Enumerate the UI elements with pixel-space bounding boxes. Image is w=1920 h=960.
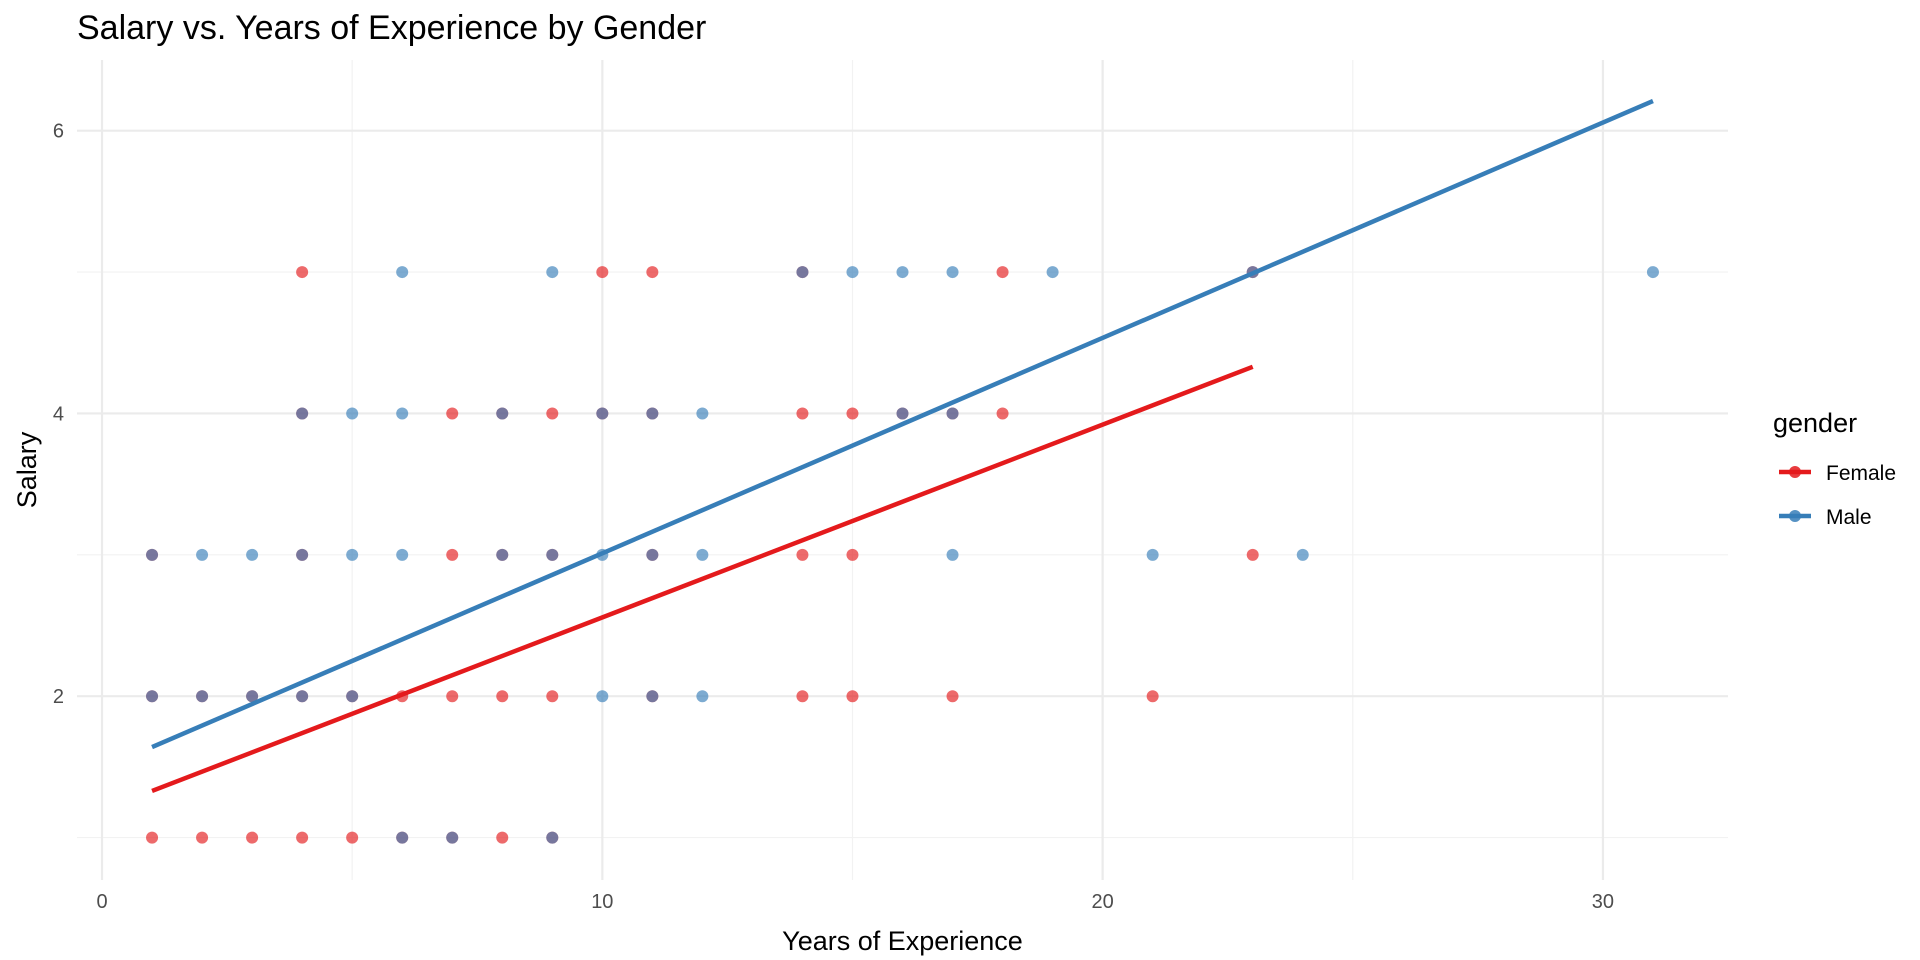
data-point-male [696,548,709,561]
data-point-male [696,407,709,420]
y-tick-label: 4 [53,403,64,425]
data-point-male [796,266,809,279]
data-point-female [996,407,1009,420]
data-point-male [896,407,909,420]
grid-lines [77,60,1728,880]
data-point-male [196,548,209,561]
data-point-female [796,548,809,561]
data-point-male [896,266,909,279]
data-point-female [496,690,509,703]
data-point-female [446,407,459,420]
x-axis-title: Years of Experience [782,926,1023,956]
data-point-male [1046,266,1059,279]
trend-line-male [151,98,1654,750]
data-point-male [946,548,959,561]
data-point-female [196,831,209,844]
data-point-male [546,548,559,561]
data-point-female [446,690,459,703]
data-point-male [596,407,609,420]
data-point-female [246,831,259,844]
data-point-male [296,548,309,561]
trend-line-female [151,364,1254,794]
data-point-male [596,690,609,703]
data-point-female [546,690,559,703]
data-point-female [546,407,559,420]
data-point-male [396,831,409,844]
data-point-male [546,266,559,279]
data-point-male [296,407,309,420]
legend-label-female: Female [1826,462,1896,485]
data-point-male [1146,548,1159,561]
data-point-male [346,690,359,703]
data-point-female [796,690,809,703]
data-point-male [146,690,159,703]
legend-key-point [1789,510,1801,522]
data-point-male [1296,548,1309,561]
data-point-male [396,266,409,279]
data-point-male [246,690,259,703]
data-point-female [1146,690,1159,703]
legend-key-point [1789,466,1801,478]
y-tick-label: 2 [53,686,64,708]
x-tick-label: 0 [96,891,107,913]
data-point-female [996,266,1009,279]
data-point-female [846,548,859,561]
data-point-female [296,831,309,844]
data-point-female [446,548,459,561]
data-point-male [346,407,359,420]
legend-title: gender [1773,408,1857,438]
y-tick-label: 6 [53,121,64,143]
data-point-female [346,831,359,844]
data-point-male [346,548,359,561]
x-tick-label: 20 [1091,891,1113,913]
legend-label-male: Male [1826,506,1872,529]
data-point-female [496,831,509,844]
data-point-male [496,548,509,561]
data-point-male [646,690,659,703]
data-point-male [646,548,659,561]
data-point-female [296,266,309,279]
data-point-male [946,266,959,279]
data-point-female [596,266,609,279]
data-point-female [146,831,159,844]
data-point-male [446,831,459,844]
data-point-male [396,407,409,420]
data-point-female [846,690,859,703]
chart-title: Salary vs. Years of Experience by Gender [77,9,706,47]
data-point-male [196,690,209,703]
data-point-female [1246,548,1259,561]
trend-lines [151,98,1654,794]
legend: gender Female Male [1773,408,1896,529]
data-point-male [246,548,259,561]
data-point-male [646,407,659,420]
data-point-male [296,690,309,703]
y-axis-title: Salary [12,431,42,508]
axes: 0 10 20 30 2 4 6 [53,121,1614,913]
data-point-male [396,548,409,561]
data-point-male [846,266,859,279]
data-point-female [796,407,809,420]
x-tick-label: 10 [591,891,613,913]
data-point-male [496,407,509,420]
data-point-female [946,690,959,703]
data-point-female [646,266,659,279]
data-point-female [846,407,859,420]
data-points [146,266,1659,844]
data-point-male [946,407,959,420]
data-point-male [146,548,159,561]
data-point-male [696,690,709,703]
x-tick-label: 30 [1592,891,1614,913]
data-point-male [546,831,559,844]
data-point-male [1646,266,1659,279]
